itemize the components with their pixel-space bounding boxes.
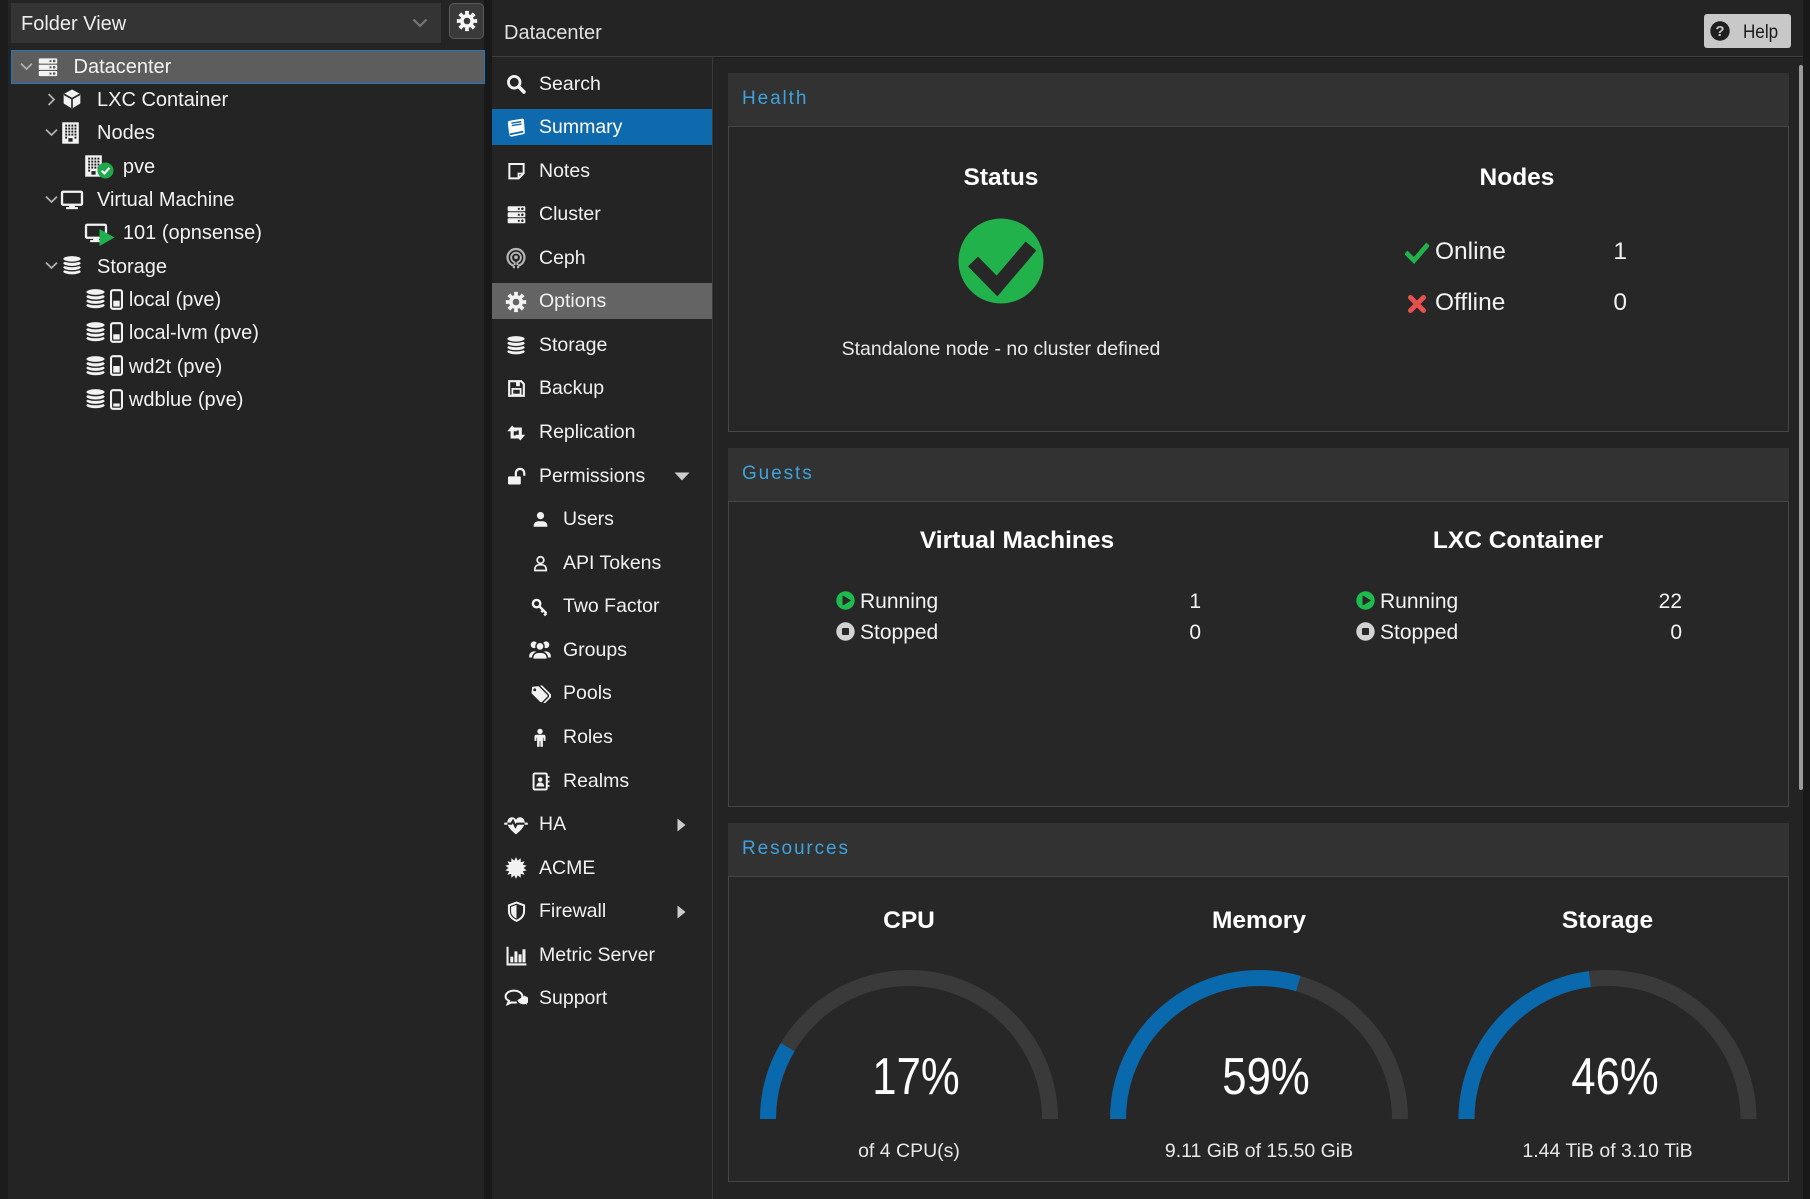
svg-text:?: ? [1715, 23, 1724, 40]
